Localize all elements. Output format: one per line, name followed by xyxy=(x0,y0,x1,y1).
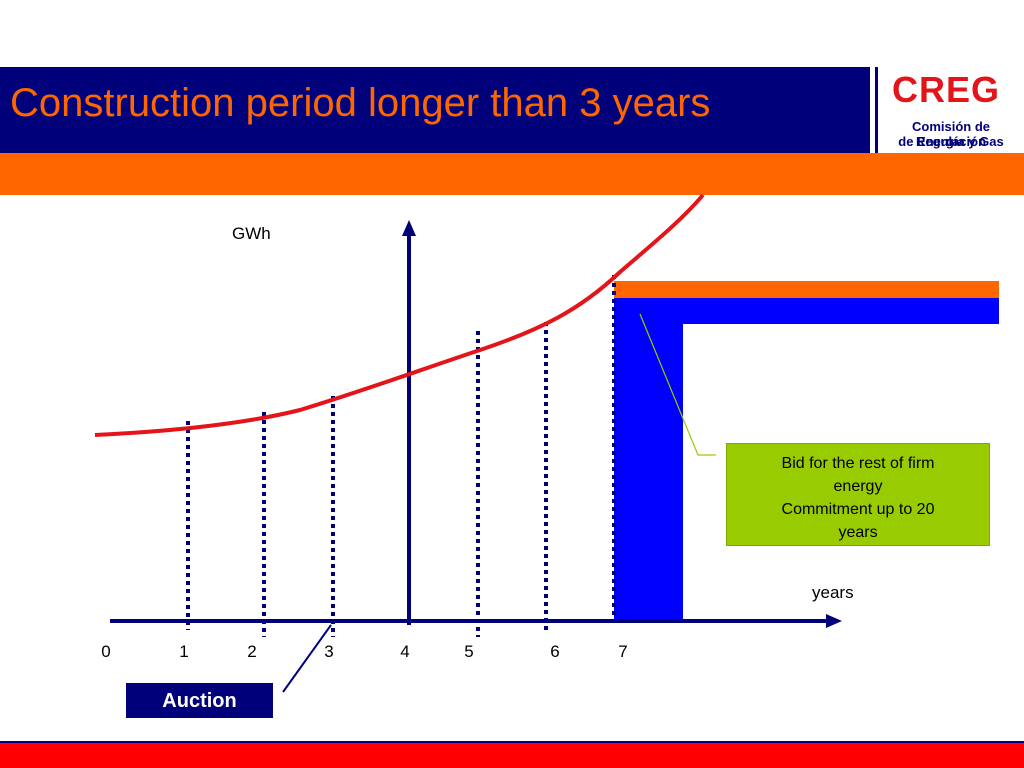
blue-column xyxy=(614,298,683,622)
logo-mark: CREG xyxy=(892,69,1001,110)
tick-label: 1 xyxy=(179,642,189,661)
y-axis-arrow xyxy=(402,220,416,236)
tick-label: 2 xyxy=(247,642,257,661)
demand-curve xyxy=(94,193,705,437)
year-markers xyxy=(186,275,616,637)
callout-line-2: energy xyxy=(833,478,883,495)
bid-callout: Bid for the rest of firm energy Commitme… xyxy=(726,443,990,546)
tick-label: 7 xyxy=(618,642,628,661)
tick-label: 6 xyxy=(550,642,560,661)
tick-label: 3 xyxy=(324,642,334,661)
bottom-bar xyxy=(0,741,1024,768)
creg-logo: CREG Comisión de Regulación de Energía y… xyxy=(870,67,1024,153)
logo-org-line2: de Energía y Gas xyxy=(898,134,1004,149)
auction-label: Auction xyxy=(126,683,273,718)
x-axis-arrow xyxy=(826,614,842,628)
callout-line-1: Bid for the rest of firm xyxy=(781,455,935,472)
auction-leader xyxy=(282,624,332,693)
x-axis-label: years xyxy=(812,583,854,602)
tick-label: 5 xyxy=(464,642,474,661)
logo-org-line1: Comisión de Regulación xyxy=(911,119,990,149)
orange-bar xyxy=(614,281,999,298)
logo-frame xyxy=(875,67,1024,153)
callout-line-4: years xyxy=(838,524,878,541)
tick-label: 4 xyxy=(400,642,410,661)
callout-line-3: Commitment up to 20 xyxy=(781,501,935,518)
title-bar xyxy=(0,67,870,153)
slide-title: Construction period longer than 3 years xyxy=(10,81,711,125)
tick-label: 0 xyxy=(101,642,111,661)
y-axis-label: GWh xyxy=(232,224,271,243)
callout-leader xyxy=(639,313,716,456)
orange-band xyxy=(0,153,1024,195)
